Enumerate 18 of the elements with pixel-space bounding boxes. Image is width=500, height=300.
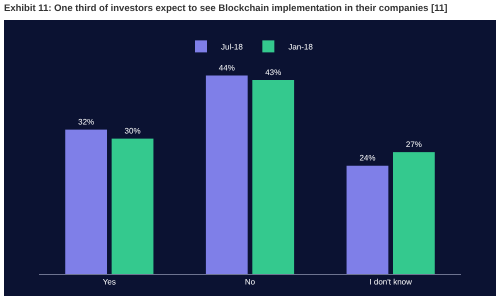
data-label: 32% bbox=[78, 118, 94, 127]
chart-title: Exhibit 11: One third of investors expect to see Blockchain implementation in their companies [11] bbox=[4, 3, 448, 14]
bar bbox=[346, 166, 388, 274]
bar bbox=[206, 75, 248, 274]
bar bbox=[65, 130, 108, 274]
data-label: 24% bbox=[359, 154, 376, 163]
data-label: 44% bbox=[218, 63, 235, 72]
bar bbox=[392, 152, 435, 274]
x-tick-label: I don't know bbox=[369, 278, 412, 287]
data-label: 27% bbox=[406, 140, 422, 150]
legend-label: Jul-18 bbox=[221, 42, 244, 52]
x-tick-label: No bbox=[244, 278, 256, 287]
x-tick-label: Yes bbox=[102, 278, 116, 287]
bar bbox=[112, 138, 154, 274]
data-label: 30% bbox=[124, 126, 141, 136]
legend-label: Jan-18 bbox=[288, 42, 314, 52]
bar bbox=[252, 80, 294, 274]
data-label: 43% bbox=[265, 68, 282, 77]
